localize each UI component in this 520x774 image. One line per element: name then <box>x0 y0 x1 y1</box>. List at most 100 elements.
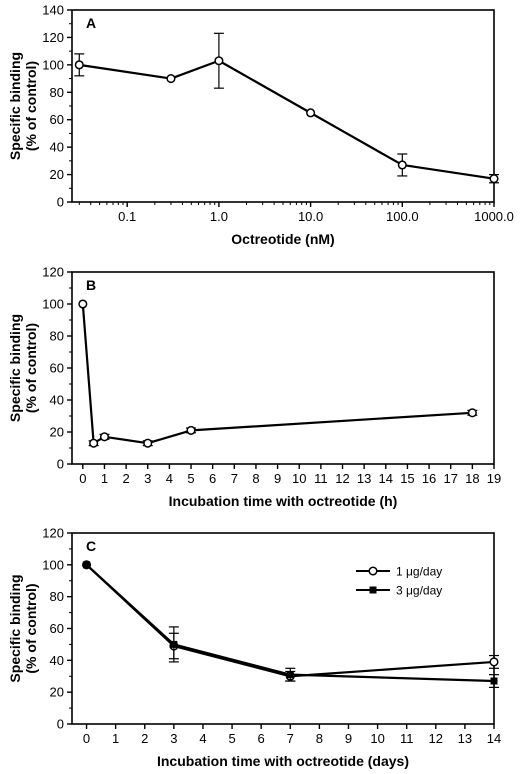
panel-b-x-tick-label: 17 <box>443 471 457 486</box>
panel-c-label: C <box>86 538 96 554</box>
panel-b-x-tick-label: 11 <box>314 471 328 486</box>
legend-label: 1 μg/day <box>396 565 442 579</box>
panel-c-x-tick-label: 1 <box>112 731 119 746</box>
panel-c-y-tick-label: 100 <box>42 557 64 572</box>
panel-a-y-tick-label: 60 <box>50 112 64 127</box>
panel-a-x-tick-label: 10.0 <box>298 209 323 224</box>
panel-a-series-1-marker <box>74 60 84 70</box>
panel-a-series-1-marker <box>489 174 499 184</box>
panel-a-x-tick-label: 1.0 <box>210 209 228 224</box>
panel-b-y-axis-title-line2: (% of control) <box>23 323 39 413</box>
panel-b-series-1-marker <box>143 438 153 448</box>
panel-c-series-2-line <box>85 564 495 683</box>
panel-c-x-tick-label: 11 <box>400 731 414 746</box>
panel-b-x-tick-label: 15 <box>400 471 414 486</box>
panel-b-series-1-marker <box>78 299 88 309</box>
panel-c-x-tick-label: 5 <box>228 731 235 746</box>
panel-c-y-axis-title-line1: Specific binding <box>7 574 23 682</box>
panel-b-series-1-marker <box>89 438 99 448</box>
panel-a-y-tick-label: 120 <box>42 30 64 45</box>
panel-b-y-tick-label: 20 <box>50 425 64 440</box>
panel-a-y-axis-title-line1: Specific binding <box>7 52 23 160</box>
panel-b-x-tick-label: 4 <box>166 471 173 486</box>
panel-c-x-tick-label: 13 <box>458 731 472 746</box>
panel-b-plot-frame <box>71 271 495 465</box>
panel-b-x-tick-label: 7 <box>231 471 238 486</box>
panel-a-chart: 0 20 40 60 80 100 120 140 0.1 1.0 10.0 100.0 1000.0 O… <box>7 3 514 248</box>
panel-a-series-1-marker <box>397 160 407 170</box>
panel-a-x-tick-label: 1000.0 <box>474 209 514 224</box>
panel-c-x-tick-label: 7 <box>287 731 294 746</box>
panel-b-label: B <box>86 277 96 293</box>
panel-c-x-tick-label: 10 <box>370 731 384 746</box>
panel-c-x-tick-label: 3 <box>170 731 177 746</box>
panel-c-y-tick-label: 20 <box>50 685 64 700</box>
panel-b-x-tick-label: 5 <box>187 471 194 486</box>
panel-b-series-1-marker <box>186 425 196 435</box>
panel-a-y-tick-label: 20 <box>50 167 64 182</box>
panel-c-x-axis-title: Incubation time with octreotide (days) <box>157 753 409 769</box>
panel-b-x-tick-label: 13 <box>357 471 371 486</box>
panel-c-x-tick-label: 2 <box>141 731 148 746</box>
panel-b-x-tick-label: 8 <box>252 471 259 486</box>
panel-c-series-2-marker <box>83 561 91 569</box>
panel-b-y-tick-label: 40 <box>50 393 64 408</box>
panel-a-x-tick-label: 0.1 <box>118 209 136 224</box>
panel-c-x-tick-label: 4 <box>199 731 206 746</box>
panel-b-y-tick-label: 60 <box>50 361 64 376</box>
panel-b-y-axis-title-line1: Specific binding <box>7 314 23 422</box>
panel-a-plot-frame <box>71 9 495 203</box>
panel-b-x-tick-label: 19 <box>487 471 501 486</box>
panel-b-x-tick-label: 18 <box>465 471 479 486</box>
panel-b-y-tick-label: 80 <box>50 329 64 344</box>
panel-a-x-axis-title: Octreotide (nM) <box>231 231 334 247</box>
legend-label: 3 μg/day <box>396 584 442 598</box>
panel-b-y-tick-label: 100 <box>42 297 64 312</box>
legend-marker <box>369 586 377 594</box>
panel-b-x-tick-label: 10 <box>292 471 306 486</box>
panel-b-series-1-line <box>81 303 473 445</box>
panel-b-x-axis-title: Incubation time with octreotide (h) <box>169 493 398 509</box>
legend-marker <box>368 566 378 576</box>
panel-a-y-tick-label: 100 <box>42 57 64 72</box>
panel-a-y-tick-label: 140 <box>42 3 64 18</box>
panel-a-series-1-marker <box>166 74 176 84</box>
panel-a-series-1-marker <box>306 108 316 118</box>
panel-c-series-2-marker <box>170 640 178 648</box>
panel-b-x-tick-label: 3 <box>144 471 151 486</box>
panel-c-legend: 1 μg/day 3 μg/day <box>356 565 442 598</box>
panel-b-series-1-marker <box>467 408 477 418</box>
panel-b-x-tick-label: 1 <box>101 471 108 486</box>
panel-c-x-tick-label: 8 <box>316 731 323 746</box>
panel-c-y-tick-label: 0 <box>57 717 64 732</box>
panel-b-y-tick-label: 0 <box>57 457 64 472</box>
panel-c-x-tick-label: 0 <box>83 731 90 746</box>
panel-b-x-tick-label: 0 <box>79 471 86 486</box>
panel-a-x-tick-label: 100.0 <box>386 209 419 224</box>
panel-a-series-1-line <box>79 59 495 180</box>
panel-a-y-tick-label: 80 <box>50 85 64 100</box>
panel-a-y-axis-title-line2: (% of control) <box>23 61 39 151</box>
panel-c-y-tick-label: 120 <box>42 526 64 541</box>
panel-c-x-tick-label: 12 <box>429 731 443 746</box>
panel-b-series-1-marker <box>99 432 110 442</box>
panel-a-y-tick-label: 0 <box>57 195 64 210</box>
panel-c-x-tick-label: 9 <box>345 731 352 746</box>
panel-b-y-tick-label: 120 <box>42 265 64 280</box>
panel-b-x-tick-label: 9 <box>274 471 281 486</box>
panel-a-label: A <box>86 15 96 31</box>
panel-c-series-2-marker <box>490 677 498 685</box>
panel-b-x-tick-label: 6 <box>209 471 216 486</box>
panel-c-y-tick-label: 80 <box>50 589 64 604</box>
panel-c-y-tick-label: 60 <box>50 621 64 636</box>
panel-c-y-axis-title-line2: (% of control) <box>23 583 39 673</box>
panel-c-plot-frame <box>71 532 495 725</box>
panel-c-x-tick-label: 6 <box>258 731 265 746</box>
panel-b-x-tick-label: 16 <box>422 471 436 486</box>
panel-c-series-1-marker <box>489 657 499 667</box>
panel-c-x-tick-label: 14 <box>487 731 501 746</box>
panel-b-x-tick-label: 14 <box>379 471 393 486</box>
